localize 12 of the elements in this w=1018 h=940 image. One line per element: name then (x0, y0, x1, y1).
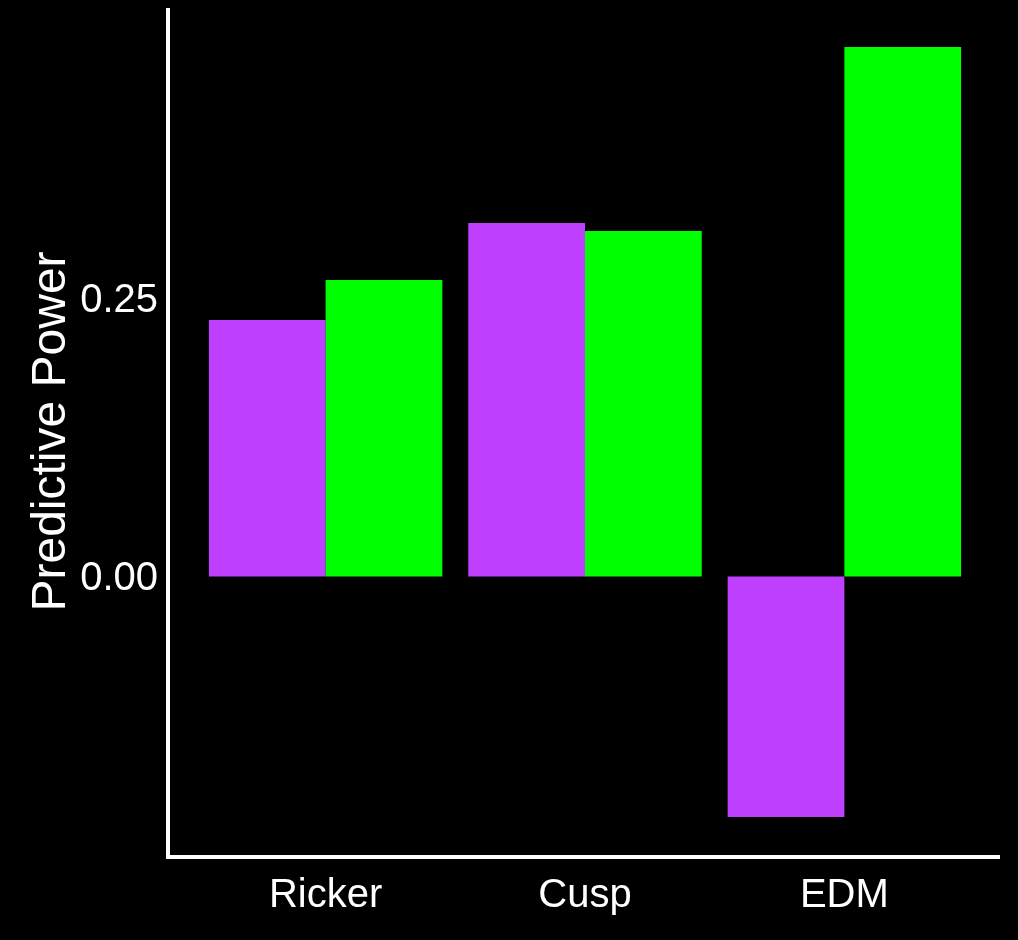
bar (727, 576, 845, 818)
x-tick-label: Ricker (268, 871, 383, 915)
x-tick-label: Cusp (538, 871, 632, 915)
x-tick-label: EDM (799, 871, 889, 915)
bar (208, 320, 326, 577)
bar (325, 279, 443, 577)
y-tick-label: 0.00 (80, 554, 158, 599)
bar (468, 223, 585, 577)
bar (585, 230, 702, 577)
y-tick-label: 0.25 (80, 275, 158, 320)
y-axis-title: Predictive Power (22, 251, 76, 612)
bar (844, 47, 962, 577)
